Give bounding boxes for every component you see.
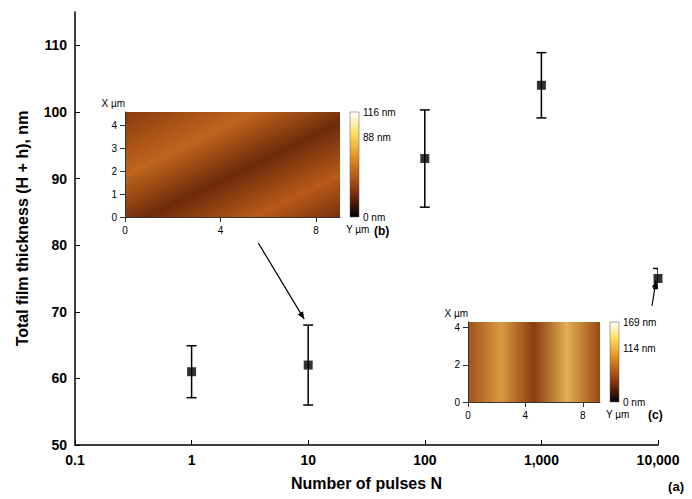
- svg-text:169 nm: 169 nm: [623, 317, 656, 328]
- svg-text:10,000: 10,000: [637, 452, 680, 468]
- svg-text:2: 2: [111, 166, 117, 177]
- svg-text:X µm: X µm: [101, 98, 125, 109]
- svg-text:0.1: 0.1: [65, 452, 85, 468]
- svg-text:88 nm: 88 nm: [363, 132, 391, 143]
- svg-text:0 nm: 0 nm: [623, 397, 645, 408]
- svg-text:2: 2: [454, 359, 460, 370]
- svg-text:8: 8: [313, 225, 319, 236]
- svg-text:Number of pulses N: Number of pulses N: [291, 475, 442, 492]
- svg-text:X µm: X µm: [444, 308, 468, 319]
- svg-text:3: 3: [111, 143, 117, 154]
- svg-text:114 nm: 114 nm: [623, 343, 656, 354]
- svg-text:8: 8: [580, 410, 586, 421]
- svg-text:80: 80: [51, 237, 67, 253]
- svg-text:90: 90: [51, 171, 67, 187]
- svg-text:4: 4: [454, 322, 460, 333]
- svg-text:4: 4: [523, 410, 529, 421]
- svg-text:(b): (b): [374, 224, 389, 238]
- svg-text:Y µm: Y µm: [606, 409, 629, 420]
- svg-text:0: 0: [465, 410, 471, 421]
- svg-text:(c): (c): [648, 408, 663, 422]
- svg-text:Total film thickness (H + h),: Total film thickness (H + h), nm: [14, 111, 31, 347]
- svg-text:100: 100: [413, 452, 437, 468]
- svg-text:70: 70: [51, 304, 67, 320]
- svg-text:1: 1: [188, 452, 196, 468]
- svg-text:100: 100: [44, 104, 68, 120]
- svg-text:0: 0: [122, 225, 128, 236]
- svg-text:116 nm: 116 nm: [363, 107, 396, 118]
- svg-text:10: 10: [300, 452, 316, 468]
- svg-text:Y µm: Y µm: [346, 224, 369, 235]
- svg-text:0: 0: [454, 397, 460, 408]
- svg-text:1,000: 1,000: [524, 452, 559, 468]
- svg-text:1: 1: [111, 189, 117, 200]
- svg-text:4: 4: [218, 225, 224, 236]
- svg-text:60: 60: [51, 370, 67, 386]
- svg-text:0: 0: [111, 212, 117, 223]
- svg-text:0 nm: 0 nm: [363, 212, 385, 223]
- svg-text:4: 4: [111, 120, 117, 131]
- svg-text:110: 110: [44, 37, 67, 53]
- svg-text:50: 50: [51, 437, 67, 453]
- svg-text:(a): (a): [668, 479, 684, 494]
